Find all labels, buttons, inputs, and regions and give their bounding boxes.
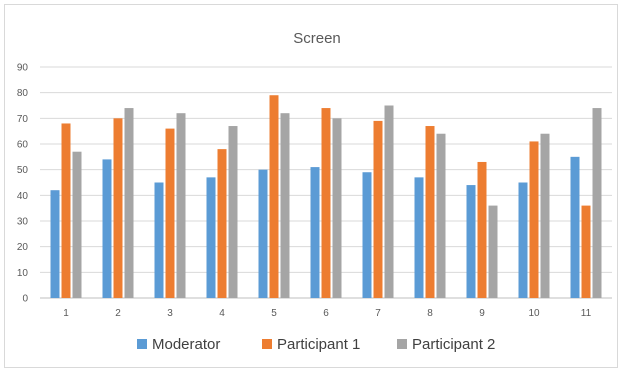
y-tick-label: 50 bbox=[17, 165, 29, 176]
bar-participant-1-10 bbox=[529, 141, 539, 298]
bar-participant-2-8 bbox=[436, 133, 446, 298]
bar-participant-2-4 bbox=[228, 126, 238, 299]
bar-moderator-9 bbox=[466, 185, 476, 298]
bar-participant-2-5 bbox=[280, 113, 290, 298]
y-tick-label: 70 bbox=[17, 114, 29, 125]
x-tick-label: 1 bbox=[63, 308, 69, 319]
legend-label-participant-1: Participant 1 bbox=[277, 336, 360, 353]
bar-participant-2-1 bbox=[72, 151, 82, 298]
legend-swatch-participant-2 bbox=[397, 339, 407, 349]
bar-participant-1-11 bbox=[581, 205, 591, 298]
legend-swatch-participant-1 bbox=[262, 339, 272, 349]
bar-participant-1-7 bbox=[373, 120, 383, 299]
x-tick-label: 5 bbox=[271, 308, 277, 319]
bar-moderator-1 bbox=[50, 190, 60, 298]
bar-participant-2-11 bbox=[592, 108, 602, 298]
bar-participant-1-3 bbox=[165, 128, 175, 298]
x-tick-label: 6 bbox=[323, 308, 329, 319]
y-tick-label: 0 bbox=[22, 294, 28, 305]
y-tick-label: 40 bbox=[17, 191, 29, 202]
bar-participant-2-9 bbox=[488, 205, 498, 298]
x-tick-label: 9 bbox=[479, 308, 485, 319]
bar-participant-2-2 bbox=[124, 108, 134, 298]
bar-participant-2-6 bbox=[332, 118, 342, 298]
x-tick-label: 4 bbox=[219, 308, 225, 319]
bar-participant-1-2 bbox=[113, 118, 123, 298]
bar-participant-1-6 bbox=[321, 108, 331, 298]
x-tick-label: 7 bbox=[375, 308, 381, 319]
y-tick-label: 90 bbox=[17, 63, 29, 74]
bar-moderator-4 bbox=[206, 177, 216, 298]
bar-participant-1-5 bbox=[269, 95, 279, 298]
bars bbox=[50, 95, 602, 299]
bar-participant-2-7 bbox=[384, 105, 394, 298]
bar-moderator-10 bbox=[518, 182, 528, 298]
bar-participant-1-4 bbox=[217, 149, 227, 298]
legend-label-moderator: Moderator bbox=[152, 336, 220, 353]
gridlines bbox=[40, 66, 612, 299]
legend-swatch-moderator bbox=[137, 339, 147, 349]
y-tick-label: 20 bbox=[17, 242, 29, 253]
bar-moderator-11 bbox=[570, 156, 580, 298]
x-tick-label: 11 bbox=[581, 308, 592, 319]
bar-moderator-8 bbox=[414, 177, 424, 298]
x-axis-ticks: 1 2 3 4 5 6 7 8 9 10 11 bbox=[63, 308, 591, 319]
bar-participant-1-8 bbox=[425, 126, 435, 299]
y-tick-label: 10 bbox=[17, 268, 29, 279]
y-axis-ticks: 0 10 20 30 40 50 60 70 80 90 bbox=[17, 63, 29, 305]
y-tick-label: 30 bbox=[17, 217, 29, 228]
bar-moderator-5 bbox=[258, 169, 268, 298]
bar-moderator-7 bbox=[362, 172, 372, 298]
bar-participant-1-9 bbox=[477, 161, 487, 298]
bar-moderator-3 bbox=[154, 182, 164, 298]
legend: Moderator Participant 1 Participant 2 bbox=[137, 336, 495, 353]
bar-participant-2-10 bbox=[540, 133, 550, 298]
bar-participant-2-3 bbox=[176, 113, 186, 298]
x-tick-label: 10 bbox=[528, 308, 540, 319]
bar-participant-1-1 bbox=[61, 123, 71, 298]
bar-moderator-2 bbox=[102, 159, 112, 298]
legend-label-participant-2: Participant 2 bbox=[412, 336, 495, 353]
x-tick-label: 3 bbox=[167, 308, 173, 319]
y-tick-label: 80 bbox=[17, 88, 29, 99]
bar-moderator-6 bbox=[310, 167, 320, 298]
chart-title: Screen bbox=[293, 30, 341, 47]
x-tick-label: 2 bbox=[115, 308, 121, 319]
y-tick-label: 60 bbox=[17, 140, 29, 151]
x-tick-label: 8 bbox=[427, 308, 433, 319]
